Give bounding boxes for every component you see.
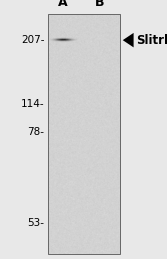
- Text: B: B: [95, 0, 104, 9]
- Text: 78-: 78-: [27, 127, 44, 137]
- Polygon shape: [123, 33, 134, 47]
- Text: Slitrk5: Slitrk5: [136, 34, 167, 47]
- Text: A: A: [58, 0, 67, 9]
- Text: 53-: 53-: [27, 218, 44, 228]
- Text: 207-: 207-: [21, 35, 44, 45]
- Bar: [48, 14, 120, 254]
- Text: 114-: 114-: [21, 99, 44, 109]
